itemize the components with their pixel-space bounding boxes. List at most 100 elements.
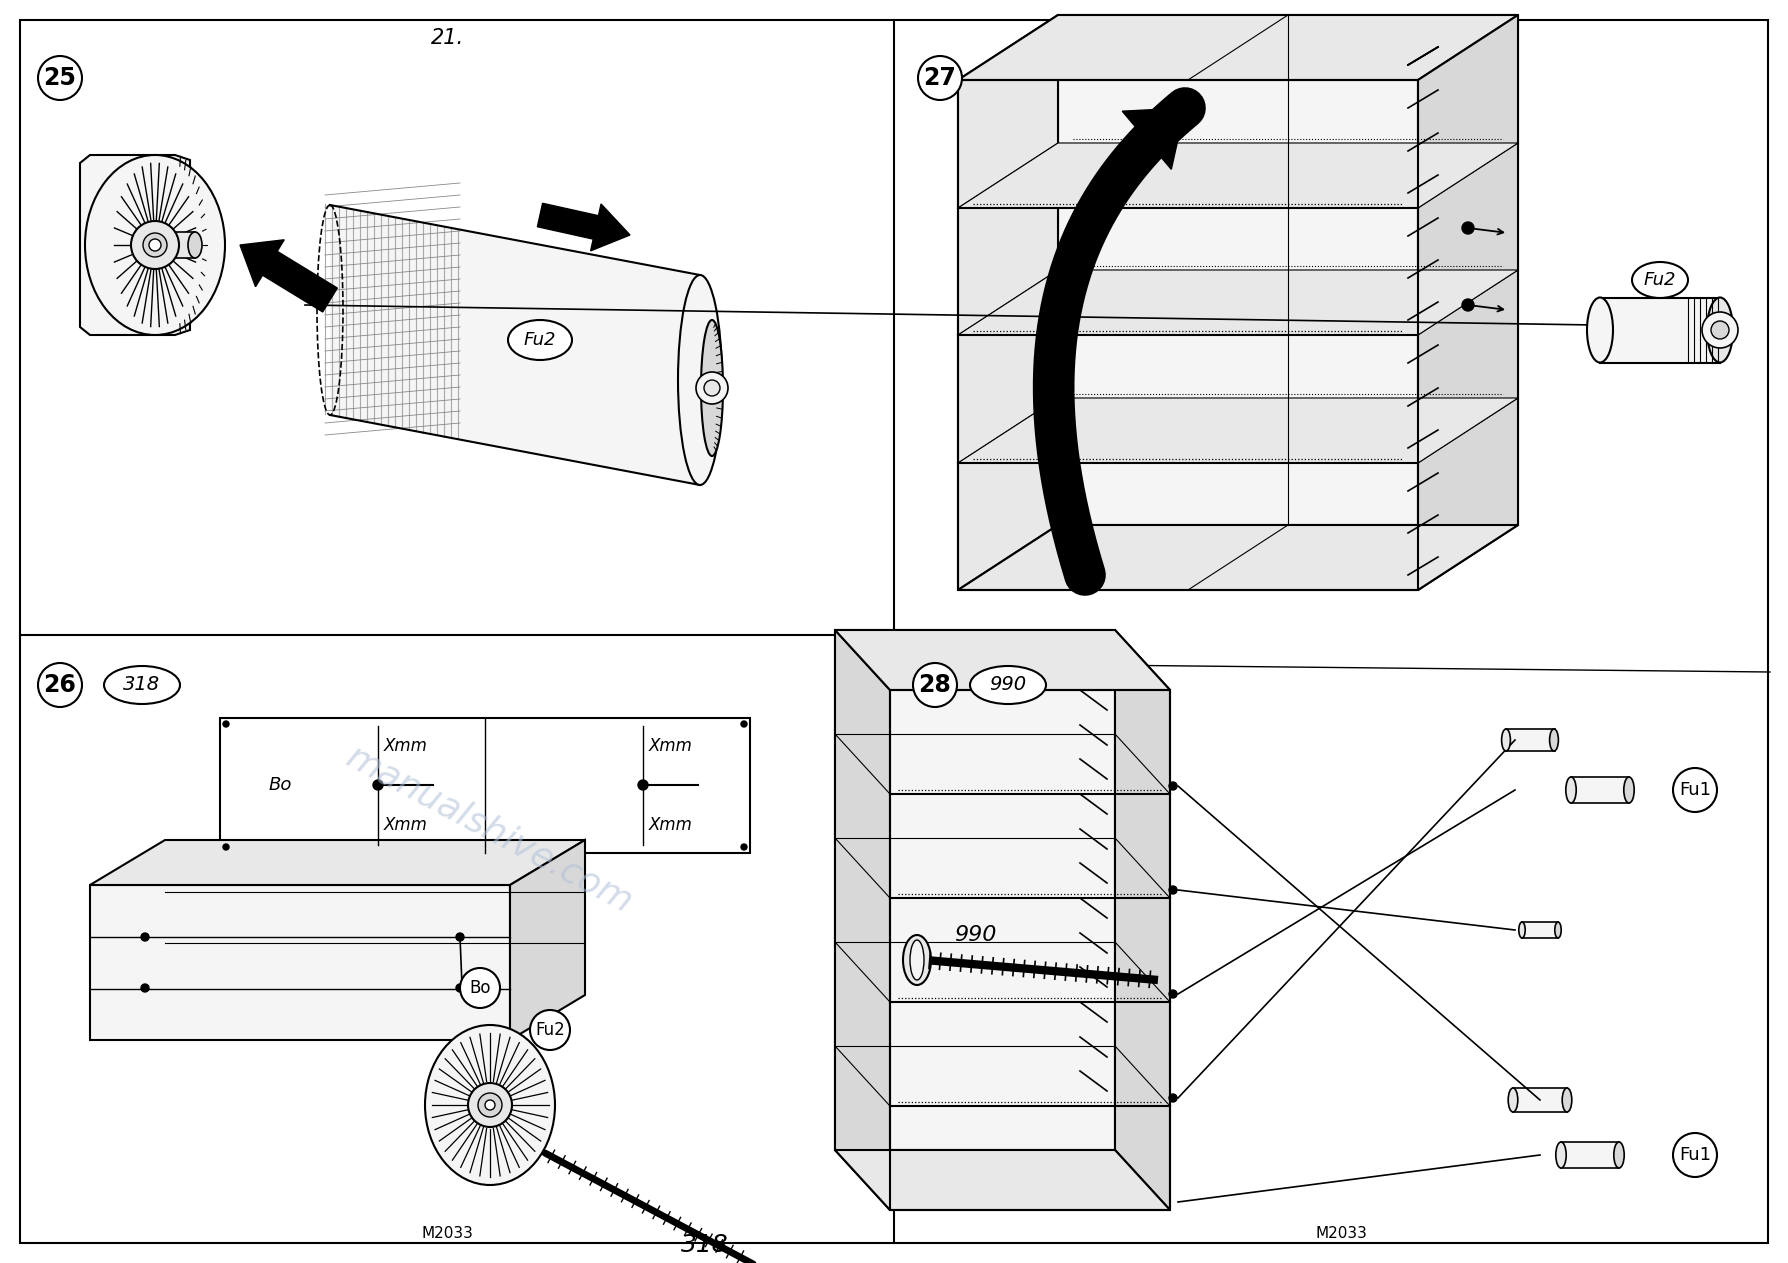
Circle shape [1169,782,1177,789]
Text: 990: 990 [989,676,1026,695]
Ellipse shape [1566,777,1577,803]
Ellipse shape [1708,298,1733,362]
Circle shape [485,1100,495,1110]
Text: Xmm: Xmm [384,738,427,755]
Circle shape [638,781,647,789]
Bar [1572,777,1629,803]
Polygon shape [1116,630,1169,1210]
Ellipse shape [1563,1087,1572,1111]
Ellipse shape [188,232,202,258]
Polygon shape [331,205,699,485]
Polygon shape [958,143,1518,208]
Text: manualshive.com: manualshive.com [342,740,638,919]
Ellipse shape [971,666,1046,703]
FancyArrow shape [240,240,338,312]
Bar [1505,729,1556,751]
Polygon shape [1418,15,1518,590]
Polygon shape [835,630,1169,690]
Text: Fu2: Fu2 [524,331,556,349]
Text: 990: 990 [953,925,996,945]
Circle shape [917,56,962,100]
Ellipse shape [104,666,181,703]
Circle shape [456,933,465,941]
Circle shape [740,844,747,850]
Text: Fu2: Fu2 [535,1021,565,1039]
Circle shape [1169,990,1177,998]
Polygon shape [80,155,190,335]
Circle shape [224,844,229,850]
Circle shape [1169,887,1177,894]
Text: Xmm: Xmm [649,816,694,834]
Circle shape [224,721,229,727]
Circle shape [38,663,82,707]
Circle shape [1711,321,1729,338]
Ellipse shape [903,935,932,985]
Ellipse shape [1632,261,1688,298]
Circle shape [468,1082,511,1127]
Text: Xmm: Xmm [384,816,427,834]
Ellipse shape [1624,777,1634,803]
Ellipse shape [1615,1142,1624,1168]
Ellipse shape [508,320,572,360]
Ellipse shape [1588,298,1613,362]
Text: 28: 28 [919,673,951,697]
Ellipse shape [1556,922,1561,938]
Ellipse shape [701,320,722,456]
Polygon shape [89,840,585,885]
Ellipse shape [1556,1142,1566,1168]
Circle shape [456,984,465,991]
Circle shape [148,239,161,251]
Ellipse shape [678,275,722,485]
Ellipse shape [1550,729,1559,751]
Text: 318: 318 [123,676,161,695]
Polygon shape [510,840,585,1039]
Bar [1522,922,1557,938]
Ellipse shape [426,1026,554,1185]
Ellipse shape [910,940,924,980]
Text: Bo: Bo [468,979,490,997]
Circle shape [141,933,148,941]
Ellipse shape [86,155,225,335]
Text: Fu2: Fu2 [1643,272,1677,289]
Polygon shape [835,1151,1169,1210]
Text: Bo: Bo [268,775,291,794]
Circle shape [529,1010,570,1050]
Text: M2033: M2033 [420,1225,474,1240]
Bar [173,232,195,258]
Text: 22.: 22. [1325,28,1357,48]
Polygon shape [1058,15,1518,525]
Text: Fu1: Fu1 [1679,781,1711,799]
Circle shape [1463,222,1473,234]
Circle shape [1674,1133,1716,1177]
Polygon shape [835,630,1116,1151]
Polygon shape [958,398,1518,464]
Circle shape [131,221,179,269]
Text: Fu1: Fu1 [1679,1146,1711,1164]
Bar [1600,298,1720,362]
Polygon shape [1123,109,1185,169]
Polygon shape [835,630,890,1210]
Circle shape [460,967,501,1008]
Polygon shape [89,885,510,1039]
Circle shape [477,1092,502,1116]
Circle shape [696,373,728,404]
Text: 27: 27 [924,66,957,90]
Circle shape [740,721,747,727]
Polygon shape [958,525,1518,590]
Text: 318: 318 [681,1233,730,1257]
Text: Xmm: Xmm [649,738,694,755]
FancyArrow shape [538,203,629,251]
Bar [220,717,749,853]
Ellipse shape [1518,922,1525,938]
Ellipse shape [1509,1087,1518,1111]
Bar [1561,1142,1618,1168]
Circle shape [704,380,721,397]
Circle shape [143,232,166,256]
Text: 26: 26 [43,673,77,697]
Circle shape [1463,299,1473,311]
Circle shape [374,781,383,789]
Circle shape [1169,1094,1177,1103]
Polygon shape [958,15,1518,80]
Circle shape [141,984,148,991]
Circle shape [38,56,82,100]
